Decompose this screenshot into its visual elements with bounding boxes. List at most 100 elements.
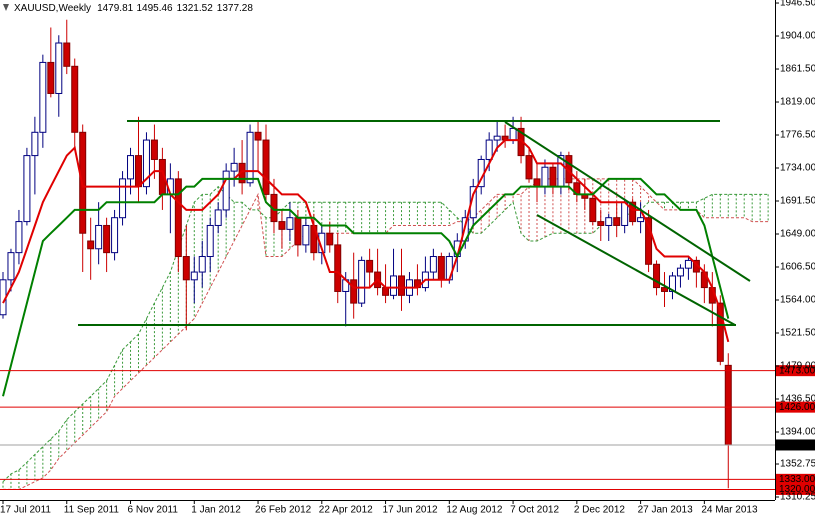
- candle-body: [95, 224, 103, 250]
- y-tick-label: 1861.50: [780, 64, 815, 75]
- level-box: [776, 473, 815, 485]
- candle-body: [613, 217, 621, 226]
- symbol: XAUUSD,Weekly: [14, 3, 91, 14]
- candle-body: [7, 252, 15, 281]
- candle-body: [87, 240, 95, 250]
- candle-body: [31, 131, 39, 157]
- x-tick-label: 22 Apr 2012: [319, 505, 373, 516]
- cloud-span-b: [3, 178, 769, 490]
- level-label: 1473.00: [779, 365, 815, 376]
- candle-body: [47, 61, 55, 94]
- candle-body: [541, 166, 549, 188]
- y-tick-label: 1904.00: [780, 31, 815, 42]
- x-tick-label: 12 Aug 2012: [446, 505, 503, 516]
- candle-body: [278, 221, 286, 230]
- close: 1377.28: [217, 3, 254, 14]
- level-label: 1377.28: [779, 440, 815, 451]
- y-tick-label: 1649.00: [780, 229, 815, 240]
- candle-body: [55, 42, 63, 94]
- x-tick-label: 11 Sep 2011: [64, 505, 120, 516]
- candle-body: [684, 259, 692, 269]
- candle-body: [214, 209, 222, 226]
- level-label: 1320.00: [779, 484, 815, 495]
- candle-body: [485, 139, 493, 160]
- candle-body: [71, 65, 79, 133]
- candle-body: [198, 256, 206, 273]
- candle-body: [174, 178, 182, 258]
- candle-body: [398, 275, 405, 296]
- level-label: 1333.00: [779, 474, 815, 485]
- candle-body: [326, 232, 334, 246]
- candle-body: [533, 178, 541, 188]
- candle-body: [302, 224, 310, 246]
- header-icon: [3, 4, 9, 11]
- candle-body: [39, 61, 47, 133]
- candle-body: [637, 217, 645, 223]
- candle-body: [262, 139, 270, 195]
- candle-body: [63, 42, 71, 67]
- indicator-line: [2, 177, 730, 397]
- candle-body: [294, 217, 302, 246]
- candle-body: [230, 162, 238, 172]
- candle-body: [334, 244, 342, 292]
- candle-body: [509, 127, 517, 141]
- level-box: [776, 483, 815, 495]
- candle-body: [493, 135, 501, 141]
- candle-body: [111, 217, 119, 254]
- x-tick-label: 6 Nov 2011: [128, 505, 179, 516]
- x-tick-label: 17 Jul 2011: [0, 505, 51, 516]
- candle-body: [597, 221, 605, 226]
- y-tick-label: 1394.00: [780, 427, 815, 438]
- candle-body: [382, 287, 390, 296]
- x-tick-label: 27 Jan 2013: [638, 505, 693, 516]
- candles: [0, 19, 732, 489]
- y-tick-label: 1819.00: [780, 97, 815, 108]
- candle-body: [366, 259, 374, 273]
- y-tick-label: 1310.25: [780, 492, 815, 503]
- candle-body: [127, 155, 135, 180]
- x-tick-label: 17 Jun 2012: [383, 505, 438, 516]
- level-box: [776, 401, 815, 413]
- open: 1479.81: [97, 3, 134, 14]
- candle-body: [222, 170, 230, 211]
- candle-body: [103, 224, 111, 254]
- candle-body: [429, 256, 437, 273]
- candle-body: [150, 139, 158, 160]
- candle-body: [653, 263, 661, 289]
- candle-body: [246, 131, 254, 184]
- y-tick-label: 1521.50: [780, 328, 815, 339]
- level-box: [776, 439, 815, 451]
- candle-body: [629, 201, 637, 223]
- candle-body: [724, 364, 732, 446]
- candle-body: [182, 256, 190, 281]
- candle-body: [134, 155, 142, 188]
- y-tick-label: 1564.00: [780, 295, 815, 306]
- level-label: 1426.00: [779, 402, 815, 413]
- x-tick-label: 7 Oct 2012: [510, 505, 559, 516]
- candle-body: [254, 131, 262, 141]
- y-tick-label: 1734.00: [780, 163, 815, 174]
- y-tick-label: 1691.50: [780, 196, 815, 207]
- candle-body: [437, 256, 445, 281]
- candle-body: [206, 224, 214, 258]
- y-tick-label: 1352.75: [780, 459, 815, 470]
- low: 1321.52: [177, 3, 214, 14]
- trend-line: [536, 214, 736, 326]
- candle-body: [190, 271, 198, 281]
- candle-body: [119, 178, 127, 219]
- candle-body: [286, 217, 294, 230]
- high: 1495.46: [136, 3, 173, 14]
- candle-body: [142, 139, 150, 188]
- level-box: [776, 365, 815, 377]
- y-tick-label: 1776.50: [780, 130, 815, 141]
- candle-body: [621, 201, 629, 226]
- y-tick-label: 1946.50: [780, 0, 815, 9]
- y-tick-label: 1606.50: [780, 262, 815, 273]
- candle-body: [645, 217, 653, 265]
- trend-line: [504, 121, 751, 282]
- x-tick-label: 24 Mar 2013: [701, 505, 758, 516]
